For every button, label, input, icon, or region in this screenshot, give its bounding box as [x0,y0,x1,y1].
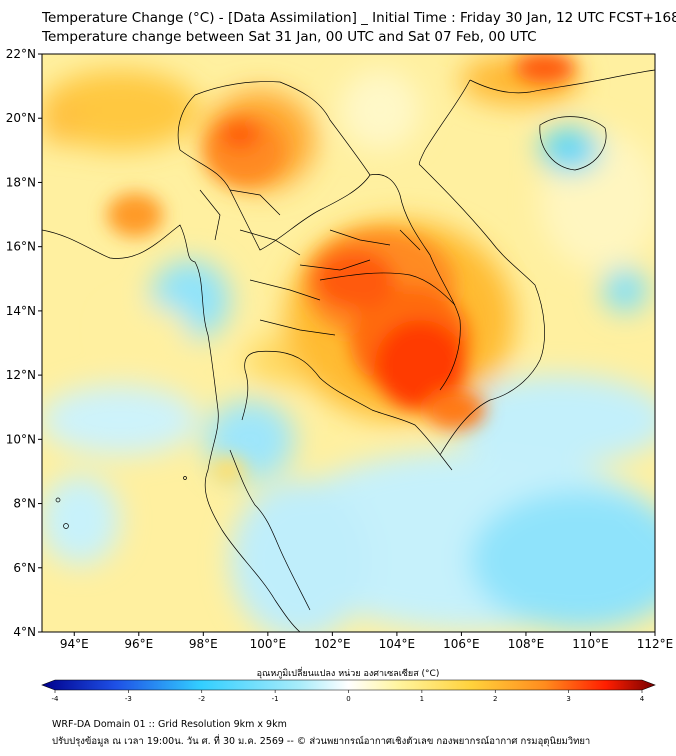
lon-tick-label: 104°E [379,637,416,651]
colorbar-tick-label: -2 [198,695,205,703]
colorbar-tick-label: 0 [346,695,350,703]
malay-east-coastline [229,449,311,611]
tonkin-coastline [418,79,471,166]
china-coastline [469,69,655,94]
colorbar-tick-label: -1 [272,695,279,703]
lat-tick-label: 12°N [6,368,36,382]
island-2 [63,523,69,529]
coastlines-and-borders [42,69,655,632]
lat-tick-label: 20°N [6,111,36,125]
hainan-island [539,116,607,171]
footer-credit: ปรับปรุงข้อมูล ณ เวลา 19:00น. วัน ศ. ที่… [52,736,591,747]
province-lines-2 [199,189,421,271]
lat-tick-label: 4°N [13,625,36,639]
chart-title-line-2: Temperature change between Sat 31 Jan, 0… [42,29,537,45]
colorbar-tick-label: 4 [640,695,645,703]
footer-model-info: WRF-DA Domain 01 :: Grid Resolution 9km … [52,719,287,730]
lon-tick-label: 112°E [637,637,674,651]
laos-cambodia-border [319,272,456,306]
colorbar-tick-label: 2 [493,695,497,703]
map-frame [41,53,656,633]
colorbar-strip [41,679,656,691]
chart-title-line-1: Temperature Change (°C) - [Data Assimila… [42,10,676,26]
colorbar-tick-label: 3 [566,695,570,703]
lon-tick-label: 110°E [572,637,609,651]
lon-tick-label: 106°E [443,637,480,651]
colorbar-tick-label: -3 [125,695,132,703]
andaman-coastline [42,224,301,632]
latitude-axis: 22°N 20°N 18°N 16°N 14°N 12°N 10°N 8°N 6°N 4°N [6,47,42,639]
myanmar-border [177,81,371,176]
lon-tick-label: 94°E [60,637,89,651]
longitude-axis: 94°E 96°E 98°E 100°E 102°E 104°E 106°E 108°E 110… [60,632,673,651]
lon-tick-label: 108°E [508,637,545,651]
colorbar-tick-label: 1 [420,695,424,703]
lat-tick-label: 18°N [6,175,36,189]
lon-tick-label: 102°E [314,637,351,651]
island-3 [183,476,187,480]
lon-tick-label: 100°E [250,637,287,651]
temperature-field [42,54,655,632]
lat-tick-label: 16°N [6,240,36,254]
colorbar: อุณหภูมิเปลี่ยนแปลง หน่วย องศาเซลเซียส (… [41,666,656,703]
lat-tick-label: 8°N [13,497,36,511]
lat-tick-label: 6°N [13,561,36,575]
lat-tick-label: 14°N [6,304,36,318]
colorbar-label: อุณหภูมิเปลี่ยนแปลง หน่วย องศาเซลเซียส (… [257,666,440,679]
province-lines-1 [229,189,336,336]
colorbar-tick-label: -4 [52,695,60,703]
lat-tick-label: 10°N [6,432,36,446]
lat-tick-label: 22°N [6,47,36,61]
lon-tick-label: 98°E [189,637,218,651]
gulf-west-coastline [241,350,453,471]
island-1 [55,497,61,503]
vietnam-coastline [419,164,545,456]
lon-tick-label: 96°E [124,637,153,651]
colorbar-ticks: -4 -3 -2 -1 0 1 2 3 4 [52,690,645,703]
